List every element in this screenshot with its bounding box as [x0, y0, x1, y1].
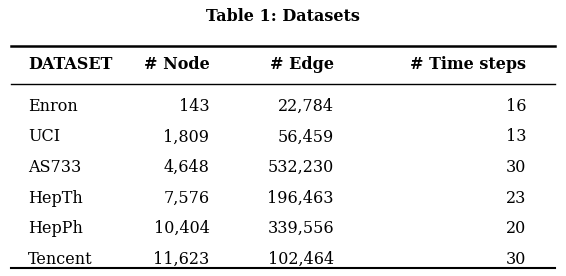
Text: 143: 143	[179, 98, 209, 115]
Text: # Node: # Node	[144, 56, 209, 73]
Text: HepTh: HepTh	[28, 190, 83, 207]
Text: 30: 30	[506, 251, 526, 268]
Text: 11,623: 11,623	[153, 251, 209, 268]
Text: 7,576: 7,576	[164, 190, 209, 207]
Text: UCI: UCI	[28, 128, 61, 145]
Text: 532,230: 532,230	[268, 159, 334, 176]
Text: 56,459: 56,459	[278, 128, 334, 145]
Text: 20: 20	[506, 220, 526, 237]
Text: 16: 16	[506, 98, 526, 115]
Text: 22,784: 22,784	[278, 98, 334, 115]
Text: 339,556: 339,556	[267, 220, 334, 237]
Text: 13: 13	[506, 128, 526, 145]
Text: # Edge: # Edge	[270, 56, 334, 73]
Text: 4,648: 4,648	[164, 159, 209, 176]
Text: 23: 23	[506, 190, 526, 207]
Text: 196,463: 196,463	[268, 190, 334, 207]
Text: 30: 30	[506, 159, 526, 176]
Text: HepPh: HepPh	[28, 220, 83, 237]
Text: Tencent: Tencent	[28, 251, 93, 268]
Text: AS733: AS733	[28, 159, 82, 176]
Text: 1,809: 1,809	[164, 128, 209, 145]
Text: 10,404: 10,404	[153, 220, 209, 237]
Text: DATASET: DATASET	[28, 56, 113, 73]
Text: 102,464: 102,464	[268, 251, 334, 268]
Text: # Time steps: # Time steps	[410, 56, 526, 73]
Text: Table 1: Datasets: Table 1: Datasets	[206, 8, 360, 25]
Text: Enron: Enron	[28, 98, 78, 115]
